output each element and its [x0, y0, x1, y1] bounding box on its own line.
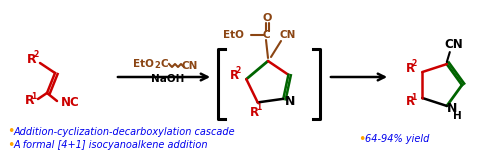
Text: R: R — [406, 95, 415, 108]
Text: N: N — [446, 102, 457, 115]
Text: 2: 2 — [34, 50, 38, 59]
Text: N: N — [285, 95, 296, 108]
Text: EtO: EtO — [223, 30, 244, 40]
Text: •: • — [7, 126, 14, 138]
Text: 1: 1 — [256, 103, 261, 112]
Text: 2: 2 — [412, 59, 416, 68]
Text: NaOH: NaOH — [152, 74, 184, 84]
Text: R: R — [406, 62, 415, 75]
Text: CN: CN — [182, 61, 198, 71]
Text: NC: NC — [60, 96, 80, 109]
Text: R: R — [250, 106, 259, 119]
Text: Addition-cyclization-decarboxylation cascade: Addition-cyclization-decarboxylation cas… — [14, 127, 235, 137]
Text: H: H — [454, 111, 462, 121]
Text: CN: CN — [280, 30, 296, 40]
Text: •: • — [358, 133, 366, 146]
Text: CN: CN — [444, 38, 463, 51]
Text: R: R — [27, 52, 37, 66]
Text: EtO: EtO — [132, 59, 154, 69]
Text: 64-94% yield: 64-94% yield — [365, 134, 430, 144]
Text: A formal [4+1] isocyanoalkene addition: A formal [4+1] isocyanoalkene addition — [14, 140, 208, 150]
Text: 2: 2 — [236, 66, 241, 75]
Text: C: C — [160, 59, 168, 69]
Text: R: R — [25, 95, 35, 108]
Text: 2: 2 — [154, 61, 160, 70]
Text: 1: 1 — [412, 93, 416, 102]
Text: C: C — [262, 30, 270, 40]
Text: •: • — [7, 138, 14, 152]
Text: O: O — [262, 13, 272, 23]
Text: R: R — [230, 69, 239, 82]
Text: 1: 1 — [32, 92, 36, 101]
